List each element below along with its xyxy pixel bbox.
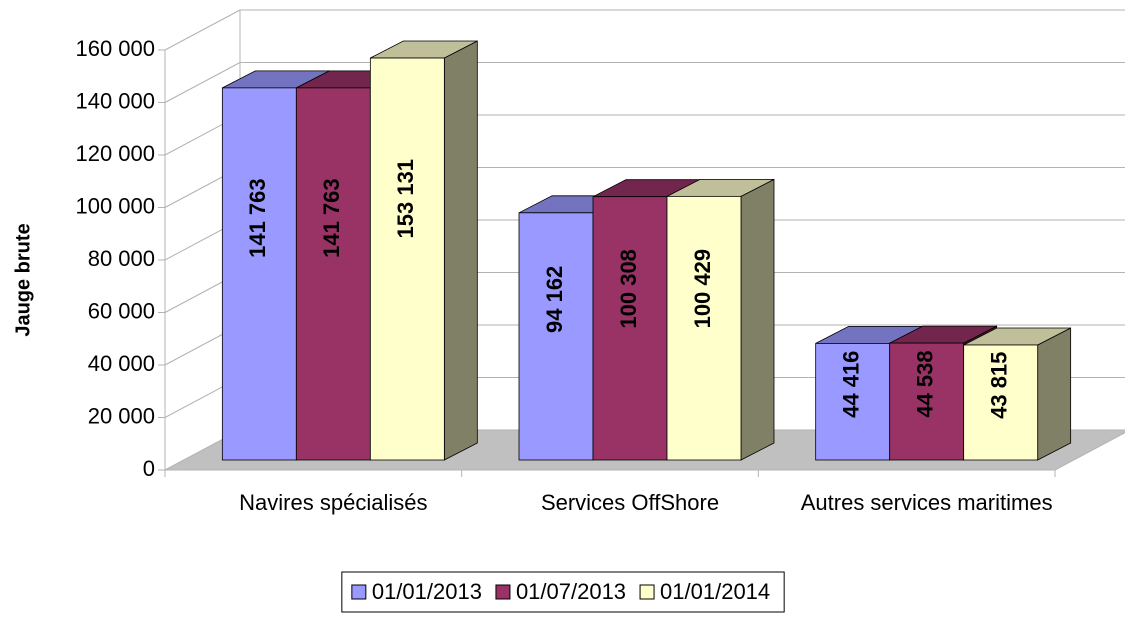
value-label: 100 429	[690, 249, 715, 329]
legend-label: 01/07/2013	[516, 579, 626, 604]
bar-side	[740, 178, 775, 461]
legend-label: 01/01/2014	[660, 579, 770, 604]
legend	[341, 571, 785, 613]
bar	[369, 57, 445, 461]
value-label: 100 308	[616, 249, 641, 329]
value-label: 141 763	[319, 178, 344, 258]
legend-label: 01/01/2013	[372, 579, 482, 604]
bar-side	[443, 40, 478, 461]
y-tick-label: 40 000	[88, 351, 155, 376]
x-tick-label: Navires spécialisés	[239, 490, 428, 515]
y-tick-label: 100 000	[75, 193, 155, 218]
value-label: 44 538	[912, 350, 937, 417]
bar	[221, 87, 297, 461]
y-tick-label: 80 000	[88, 246, 155, 271]
bar	[815, 343, 891, 461]
y-axis-title: Jauge brute	[12, 223, 34, 336]
bar-side	[1037, 327, 1072, 461]
value-label: 44 416	[838, 351, 863, 418]
bar	[963, 344, 1039, 461]
x-tick-label: Services OffShore	[540, 490, 720, 515]
bar	[592, 196, 668, 461]
value-label: 94 162	[542, 266, 567, 333]
grid-line-side	[164, 62, 241, 103]
x-tick-label: Autres services maritimes	[800, 490, 1053, 515]
bar	[295, 87, 371, 461]
y-tick-label: 60 000	[88, 298, 155, 323]
legend-swatch	[495, 584, 511, 600]
y-tick-label: 0	[143, 456, 155, 481]
value-label: 153 131	[393, 159, 418, 239]
y-tick-label: 20 000	[88, 403, 155, 428]
value-label: 43 815	[986, 352, 1011, 419]
y-tick-label: 160 000	[75, 36, 155, 61]
bar	[666, 195, 742, 461]
bar	[518, 212, 594, 461]
legend-swatch	[351, 584, 367, 600]
value-label: 141 763	[245, 178, 270, 258]
grid-line-side	[164, 9, 241, 51]
y-tick-label: 140 000	[75, 88, 155, 113]
bar	[889, 342, 965, 461]
y-tick-label: 120 000	[75, 141, 155, 166]
legend-swatch	[639, 584, 655, 600]
